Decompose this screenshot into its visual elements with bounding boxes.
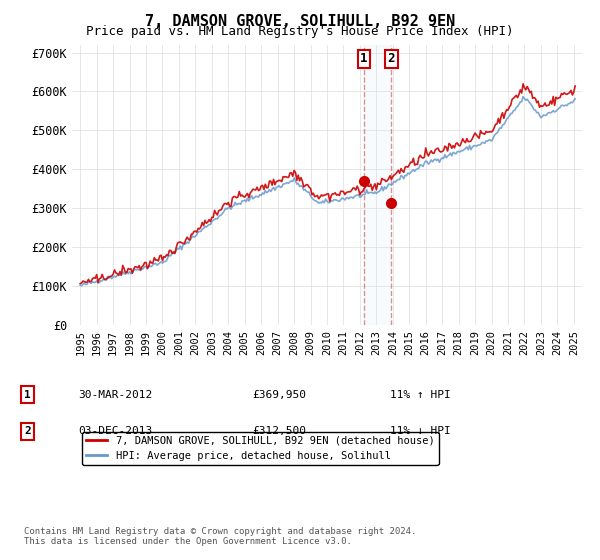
Text: Contains HM Land Registry data © Crown copyright and database right 2024.
This d: Contains HM Land Registry data © Crown c…: [24, 526, 416, 546]
Text: 30-MAR-2012: 30-MAR-2012: [78, 390, 152, 400]
Legend: 7, DAMSON GROVE, SOLIHULL, B92 9EN (detached house), HPI: Average price, detache: 7, DAMSON GROVE, SOLIHULL, B92 9EN (deta…: [82, 432, 439, 465]
Text: 2: 2: [24, 426, 31, 436]
Text: 03-DEC-2013: 03-DEC-2013: [78, 426, 152, 436]
Text: £369,950: £369,950: [252, 390, 306, 400]
Text: 11% ↓ HPI: 11% ↓ HPI: [390, 426, 451, 436]
Bar: [364, 45, 391, 325]
Text: Price paid vs. HM Land Registry's House Price Index (HPI): Price paid vs. HM Land Registry's House …: [86, 25, 514, 38]
Text: 11% ↑ HPI: 11% ↑ HPI: [390, 390, 451, 400]
Text: £312,500: £312,500: [252, 426, 306, 436]
Text: 1: 1: [24, 390, 31, 400]
Text: 7, DAMSON GROVE, SOLIHULL, B92 9EN: 7, DAMSON GROVE, SOLIHULL, B92 9EN: [145, 14, 455, 29]
Text: 1: 1: [360, 52, 368, 66]
Text: 2: 2: [388, 52, 395, 66]
